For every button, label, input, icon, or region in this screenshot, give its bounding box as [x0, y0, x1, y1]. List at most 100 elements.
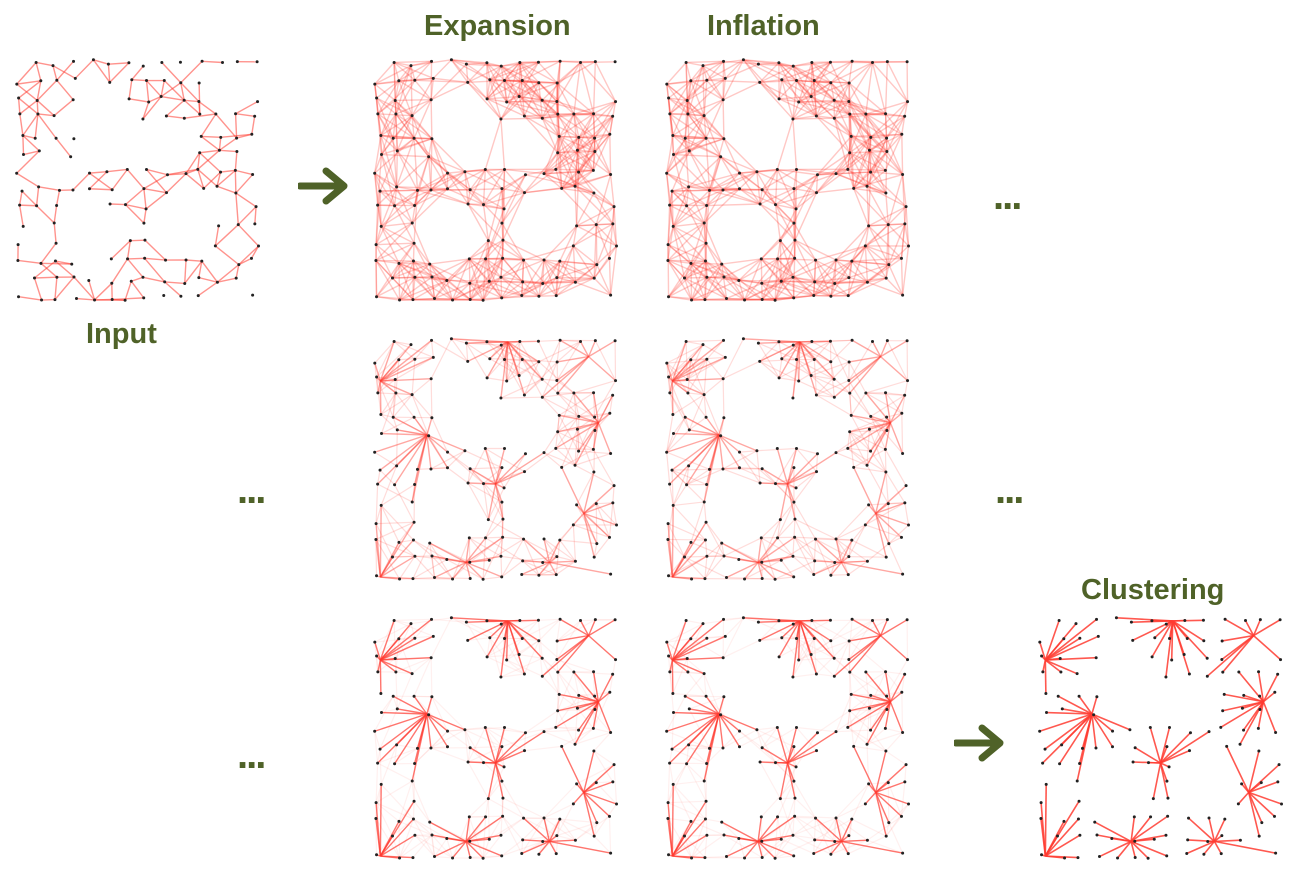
graph-edge [447, 188, 484, 206]
graph-edge [833, 117, 851, 154]
graph-edge [556, 101, 560, 137]
graph-edge [559, 818, 576, 841]
graph-edge [40, 262, 58, 278]
graph-node [217, 148, 221, 152]
graph-node [557, 413, 561, 417]
graph-edge [556, 100, 594, 115]
graph-edge [398, 263, 401, 301]
cluster-edge [671, 556, 686, 578]
graph-edge [870, 695, 888, 731]
graph-edge [522, 259, 540, 297]
graph-edge [796, 359, 835, 380]
graph-node [410, 500, 414, 504]
graph-edge [669, 79, 708, 115]
graph-node [468, 576, 472, 580]
cluster-edge [451, 338, 508, 343]
graph-node [832, 674, 836, 678]
graph-edge [183, 99, 201, 115]
cluster-edge [792, 341, 801, 399]
graph-node [869, 414, 873, 418]
cluster-edge [757, 555, 794, 564]
graph-node [141, 64, 145, 68]
graph-edge [835, 149, 870, 175]
cluster-edge [847, 422, 891, 449]
graph-node [395, 185, 399, 189]
graph-edge [184, 99, 199, 103]
graph-edge [796, 61, 831, 82]
graph-edge [464, 729, 503, 748]
graph-edge [142, 96, 162, 120]
graph-node [812, 79, 816, 83]
graph-edge [792, 115, 817, 120]
inflation-graph-3 [665, 616, 910, 861]
graph-edge [673, 416, 686, 434]
graph-node [705, 483, 709, 487]
graph-edge [813, 359, 851, 394]
graph-edge [759, 761, 781, 799]
graph-node [864, 112, 868, 116]
graph-node [501, 796, 505, 800]
graph-edge [483, 174, 526, 206]
graph-edge [373, 173, 381, 192]
graph-edge [796, 638, 835, 659]
graph-edge [434, 576, 453, 580]
graph-edge [469, 280, 490, 300]
graph-edge [669, 113, 707, 139]
graph-edge [451, 816, 470, 859]
graph-edge [452, 561, 471, 580]
graph-node [903, 780, 907, 784]
graph-edge [887, 224, 890, 265]
graph-edge [669, 762, 687, 765]
graph-edge [708, 156, 722, 191]
graph-node [760, 839, 764, 843]
graph-node [145, 79, 149, 83]
graph-edge [543, 452, 563, 468]
graph-edge [53, 205, 58, 224]
cluster-edge [375, 539, 382, 578]
graph-edge [865, 392, 903, 414]
graph-node [483, 725, 487, 729]
graph-edge [864, 245, 887, 279]
graph-edge [688, 150, 711, 191]
graph-node [392, 60, 396, 64]
graph-node [865, 742, 869, 746]
graph-edge [810, 95, 851, 115]
graph-edge [488, 280, 523, 297]
cluster-edge [559, 414, 599, 424]
graph-edge [500, 65, 543, 101]
graph-node [609, 173, 613, 177]
cluster-edge [465, 834, 502, 843]
graph-node [794, 765, 798, 769]
graph-edge [469, 559, 490, 563]
graph-edge [543, 817, 576, 841]
graph-edge [900, 258, 904, 296]
graph-edge [394, 100, 398, 151]
cluster-edge [487, 483, 497, 520]
graph-edge [576, 115, 614, 151]
graph-edge [374, 172, 397, 188]
graph-edge [431, 276, 454, 301]
graph-edge [704, 277, 708, 300]
graph-edge [466, 63, 491, 81]
cluster-edge [1172, 620, 1205, 642]
graph-node [466, 202, 470, 206]
graph-edge [559, 260, 595, 279]
graph-edge [392, 276, 433, 279]
graph-edge [777, 258, 815, 297]
graph-edge [595, 174, 612, 225]
graph-edge [885, 816, 902, 837]
graph-node [791, 343, 795, 347]
graph-edge [557, 671, 578, 709]
graph-edge [810, 80, 815, 97]
cluster-edge [377, 713, 428, 764]
graph-edge [667, 259, 706, 301]
graph-edge [593, 192, 615, 208]
graph-edge [798, 82, 832, 103]
graph-edge [813, 60, 853, 82]
graph-node [885, 618, 889, 622]
graph-node [865, 280, 869, 284]
cluster-edge [500, 620, 509, 678]
cluster-edge [868, 783, 877, 793]
graph-edge [666, 362, 688, 380]
cluster-edge [1262, 673, 1279, 703]
